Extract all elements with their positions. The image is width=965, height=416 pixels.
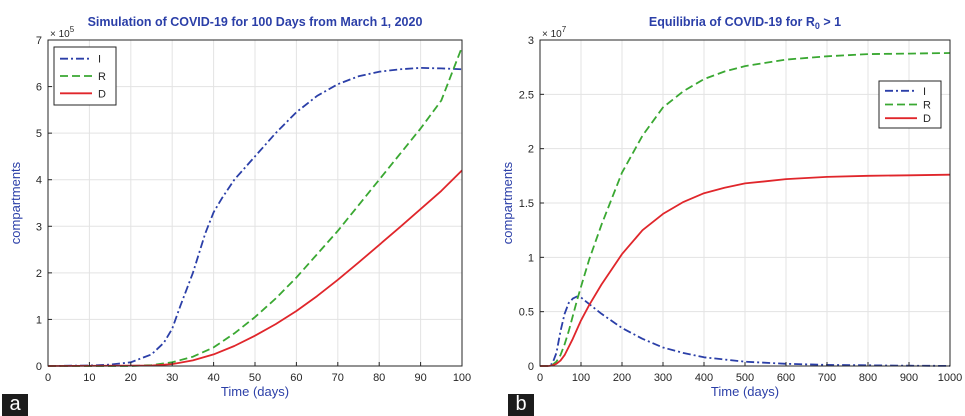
y-tick-label: 0 [36,361,42,373]
x-tick-label: 0 [45,372,51,384]
series-line-I [47,67,463,367]
x-tick-label: 80 [373,372,385,384]
title-subscript: 0 [815,21,820,31]
y-multiplier-exponent: 5 [70,25,75,34]
y-tick-label: 1 [36,314,42,326]
y-tick-label: 3 [36,221,42,233]
y-tick-label: 4 [36,175,42,187]
y-tick-label: 1 [528,252,534,264]
series-line-R [540,52,951,367]
x-tick-label: 700 [818,372,836,384]
legend-label-R: R [923,100,931,112]
y-multiplier: × 107 [542,25,567,40]
x-tick-label: 50 [249,372,261,384]
x-tick-label: 900 [900,372,918,384]
x-tick-label: 30 [166,372,178,384]
x-tick-label: 10 [83,372,95,384]
x-tick-label: 40 [207,372,219,384]
x-tick-label: 100 [572,372,590,384]
legend-label-I: I [923,86,926,98]
chart-title: Equilibria of COVID-19 for R0 > 1 [649,15,841,31]
y-tick-label: 5 [36,128,42,140]
series-line-D [540,173,951,367]
y-tick-label: 2 [528,144,534,156]
legend-label-R: R [98,71,106,83]
chart-1: 0 10 20 30 40 50 60 70 80 90 100 0 1 2 3 4 5 6 7 × 105 Simul… [8,15,471,399]
legend-label-D: D [923,113,931,125]
x-axis-label: Time (days) [221,384,289,399]
x-axis-label: Time (days) [711,384,779,399]
x-tick-label: 300 [654,372,672,384]
y-axis-label: compartments [500,161,515,244]
x-tick-label: 90 [414,372,426,384]
legend: IRD [878,80,942,129]
y-tick-label: 3 [528,35,534,47]
y-tick-label: 7 [36,35,42,47]
y-axis-label: compartments [8,161,23,244]
panel-label-b: b [508,394,534,416]
x-tick-label: 200 [613,372,631,384]
x-tick-label: 100 [453,372,471,384]
legend-label-D: D [98,88,106,100]
y-tick-label: 1.5 [519,198,534,210]
x-tick-label: 600 [777,372,795,384]
x-tick-label: 20 [125,372,137,384]
x-tick-label: 70 [332,372,344,384]
title-suffix: > 1 [820,15,841,29]
y-tick-label: 0.5 [519,307,534,319]
series-line-D [47,169,463,367]
legend-label-I: I [98,54,101,66]
y-multiplier: × 105 [50,25,75,40]
chart-title: Simulation of COVID-19 for 100 Days from… [88,15,423,29]
y-tick-label: 6 [36,82,42,94]
x-tick-label: 1000 [938,372,962,384]
x-tick-label: 0 [537,372,543,384]
y-multiplier-exponent: 7 [562,25,567,34]
series-line-R [48,46,463,367]
x-tick-label: 500 [736,372,754,384]
x-tick-label: 60 [290,372,302,384]
y-tick-label: 2.5 [519,89,534,101]
chart-2: 0 100 200 300 400 500 600 700 800 900 1000 0 0.5 1 1.5… [500,15,962,399]
x-tick-label: 400 [695,372,713,384]
y-tick-label: 2 [36,268,42,280]
y-tick-label: 0 [528,361,534,373]
legend: IRD [53,46,117,106]
panel-label-a: a [2,394,28,416]
x-tick-label: 800 [859,372,877,384]
